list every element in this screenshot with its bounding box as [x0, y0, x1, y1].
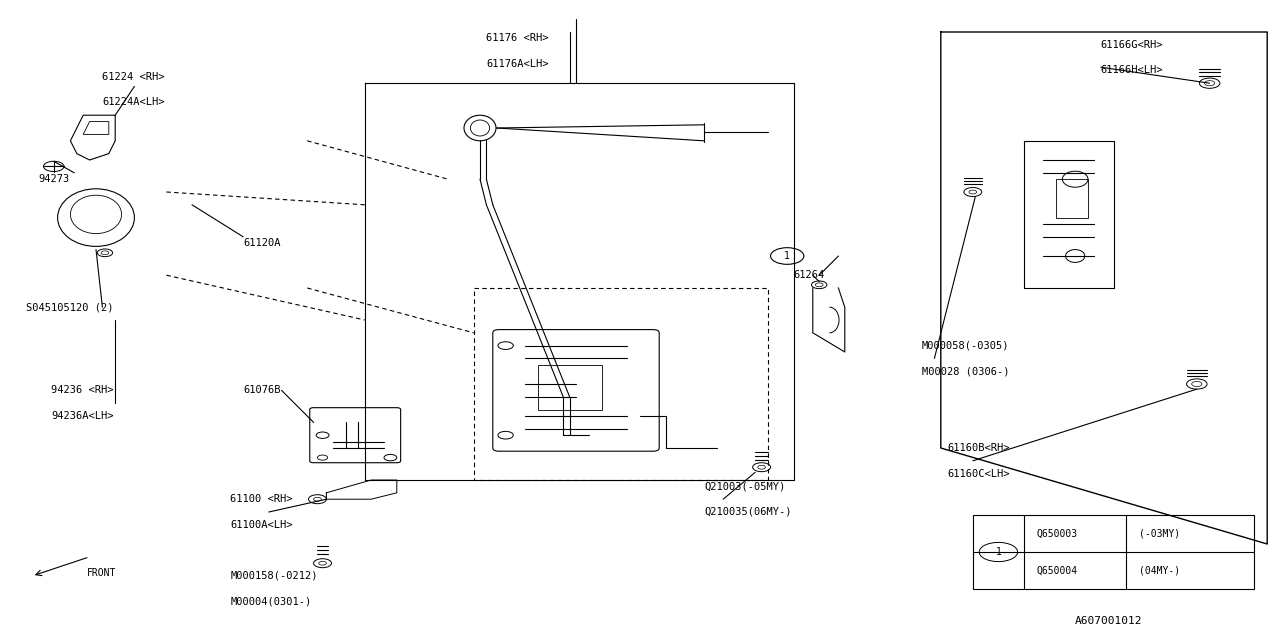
Text: 94236A<LH>: 94236A<LH> — [51, 411, 114, 421]
Text: 61264: 61264 — [794, 270, 824, 280]
Text: 61166G<RH>: 61166G<RH> — [1101, 40, 1164, 50]
Text: 61100A<LH>: 61100A<LH> — [230, 520, 293, 530]
Text: 61160B<RH>: 61160B<RH> — [947, 443, 1010, 453]
Bar — [1056, 179, 1088, 218]
Text: (-03MY): (-03MY) — [1139, 529, 1180, 539]
Bar — [538, 365, 602, 410]
Text: 1: 1 — [785, 251, 790, 261]
Text: 61224 <RH>: 61224 <RH> — [102, 72, 165, 82]
Text: 61176A<LH>: 61176A<LH> — [486, 59, 549, 69]
Text: 61224A<LH>: 61224A<LH> — [102, 97, 165, 108]
Bar — [973, 515, 1254, 589]
Text: 61076B: 61076B — [243, 385, 280, 396]
Text: Q650003: Q650003 — [1037, 529, 1078, 539]
Text: 1: 1 — [996, 547, 1001, 557]
Text: 61176 <RH>: 61176 <RH> — [486, 33, 549, 44]
Text: 61166H<LH>: 61166H<LH> — [1101, 65, 1164, 76]
Text: M00028 (0306-): M00028 (0306-) — [922, 366, 1009, 376]
Text: 61160C<LH>: 61160C<LH> — [947, 468, 1010, 479]
Text: Q210035(06MY-): Q210035(06MY-) — [704, 507, 791, 517]
Text: Q650004: Q650004 — [1037, 565, 1078, 575]
Text: M00004(0301-): M00004(0301-) — [230, 596, 311, 607]
Text: 94273: 94273 — [38, 174, 69, 184]
Text: (04MY-): (04MY-) — [1139, 565, 1180, 575]
Text: FRONT: FRONT — [87, 568, 116, 578]
Text: 94236 <RH>: 94236 <RH> — [51, 385, 114, 396]
Text: A607001012: A607001012 — [1075, 616, 1143, 626]
Text: Q21003(-05MY): Q21003(-05MY) — [704, 481, 785, 492]
Text: 61120A: 61120A — [243, 238, 280, 248]
Text: S045105120 (2): S045105120 (2) — [26, 302, 113, 312]
Text: M000058(-0305): M000058(-0305) — [922, 340, 1009, 351]
Text: 61100 <RH>: 61100 <RH> — [230, 494, 293, 504]
Text: M000158(-0212): M000158(-0212) — [230, 571, 317, 581]
